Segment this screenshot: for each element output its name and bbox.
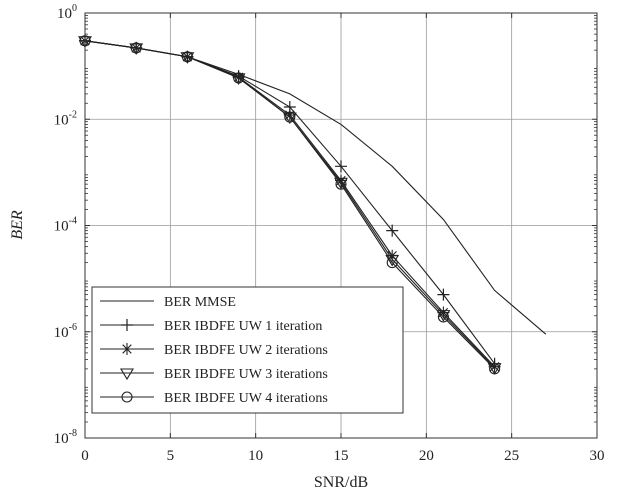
data-point — [489, 363, 501, 375]
data-point — [181, 51, 193, 63]
x-axis-title: SNR/dB — [314, 474, 368, 491]
data-point — [385, 254, 400, 267]
legend-item: BER IBDFE UW 2 iterations — [100, 343, 328, 358]
y-tick-label: 10-6 — [54, 322, 77, 341]
legend-marker — [121, 319, 133, 331]
y-tick-label: 10-4 — [54, 216, 77, 235]
series-layer — [78, 34, 547, 375]
series-line — [84, 40, 495, 370]
legend-label: BER MMSE — [164, 295, 236, 310]
data-point — [335, 174, 347, 187]
legend: BER MMSE BER IBDFE UW 1 iteration BER IBDF… — [91, 286, 404, 414]
data-point — [284, 111, 296, 123]
data-point — [283, 109, 296, 122]
x-tick-label: 30 — [590, 448, 605, 464]
data-point — [488, 360, 501, 373]
data-point — [130, 42, 142, 54]
x-tick-label: 0 — [81, 448, 89, 464]
data-point — [334, 177, 348, 190]
legend-label: BER IBDFE UW 2 iterations — [164, 343, 328, 358]
data-point — [386, 257, 398, 269]
data-point — [437, 306, 450, 319]
legend-marker — [121, 343, 133, 355]
legend-item: BER IBDFE UW 4 iterations — [100, 391, 328, 406]
data-point — [437, 311, 449, 323]
data-point — [231, 73, 246, 85]
x-tick-label: 10 — [248, 448, 263, 464]
axis-ticks: 0 5 10 15 20 25 30 100 10-2 10-4 10-6 10-8 — [54, 3, 605, 464]
legend-label: BER IBDFE UW 4 iterations — [164, 391, 328, 406]
x-tick-label: 25 — [504, 448, 519, 464]
data-point — [232, 71, 245, 84]
legend-item: BER IBDFE UW 3 iterations — [100, 367, 328, 382]
x-tick-label: 5 — [167, 448, 175, 464]
data-point — [436, 310, 451, 322]
data-point — [335, 160, 347, 173]
y-axis-title: BER — [9, 210, 26, 240]
legend-label: BER IBDFE UW 1 iteration — [164, 319, 322, 334]
legend-item: BER MMSE — [100, 295, 236, 310]
y-tick-label: 100 — [57, 3, 77, 22]
legend-label: BER IBDFE UW 3 iterations — [164, 367, 328, 382]
x-tick-label: 20 — [419, 448, 434, 464]
data-point — [386, 224, 399, 237]
legend-marker — [120, 368, 134, 381]
x-tick-label: 15 — [334, 448, 349, 464]
y-tick-label: 10-2 — [54, 109, 77, 128]
data-point — [335, 178, 347, 190]
legend-item: BER IBDFE UW 1 iteration — [100, 319, 322, 334]
data-point — [233, 72, 245, 84]
legend-box — [91, 286, 404, 414]
y-tick-label: 10-8 — [54, 428, 77, 447]
data-point — [437, 288, 450, 301]
data-point — [282, 112, 297, 125]
legend-marker — [121, 391, 133, 403]
